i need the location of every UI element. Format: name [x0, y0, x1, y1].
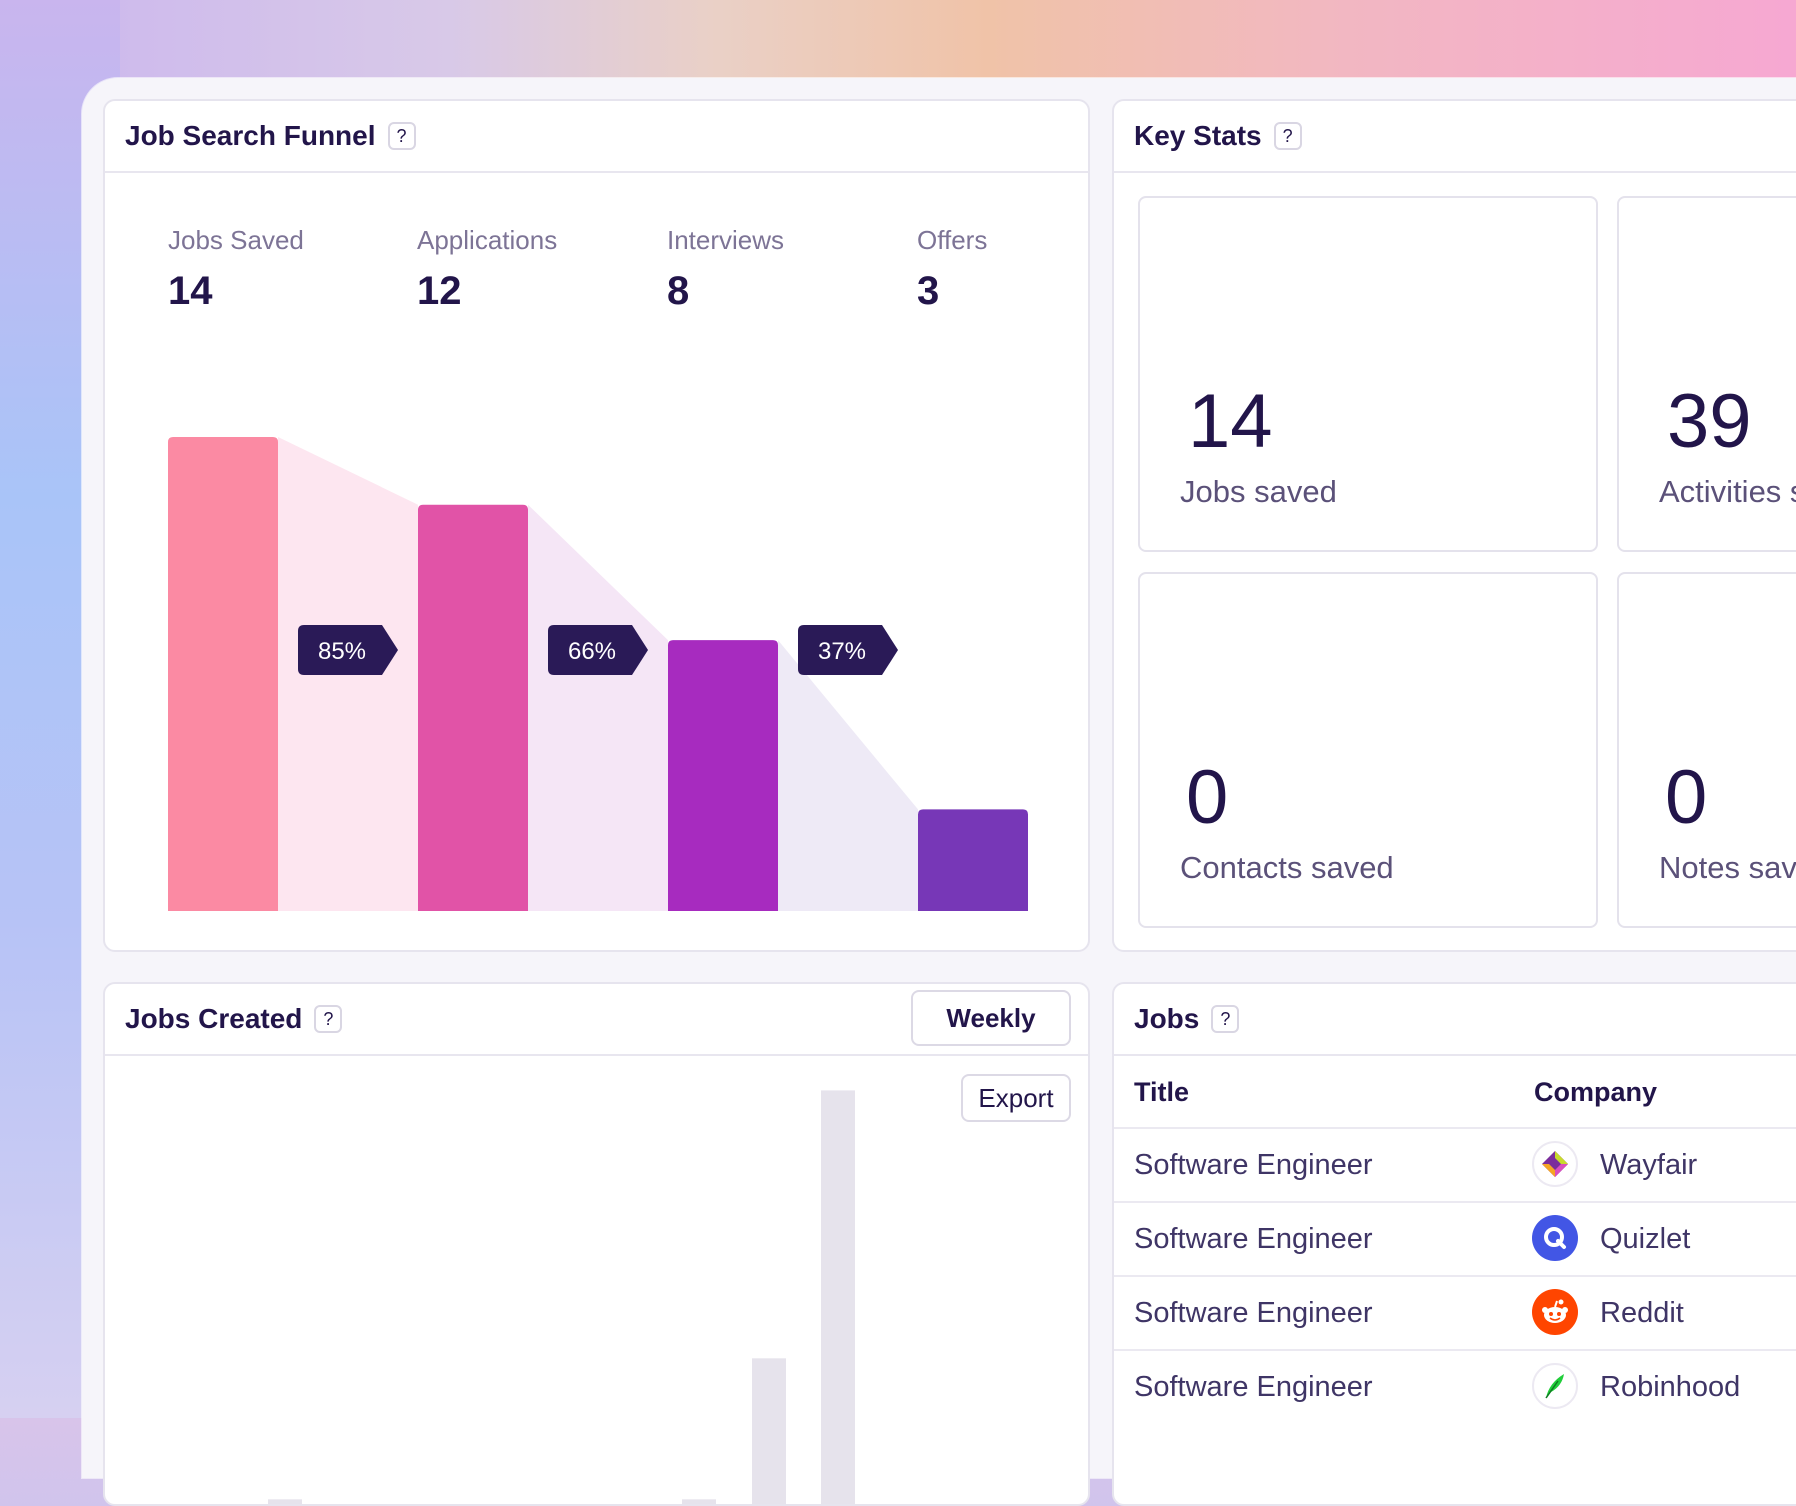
table-divider	[1114, 1201, 1796, 1203]
column-header-company[interactable]: Company	[1534, 1077, 1658, 1107]
jobs-created-title: Jobs Created	[125, 1003, 303, 1034]
table-row[interactable]: Software Engineer Quizlet	[1114, 1203, 1796, 1275]
conversion-badge-shape	[298, 625, 398, 675]
table-divider	[1114, 1127, 1796, 1129]
stage-value-interviews: 8	[667, 269, 690, 313]
jobs-title: Jobs	[1134, 1003, 1200, 1034]
key-stats-card: Key Stats ? 14 Jobs saved 39 Activities …	[1112, 99, 1796, 952]
conversion-badge: 37%	[798, 625, 898, 675]
stage-label-interviews: Interviews	[667, 225, 785, 255]
stat-value: 0	[1186, 755, 1229, 840]
funnel-bar-offers[interactable]	[918, 809, 1028, 911]
table-row[interactable]: Software Engineer Wayfair	[1114, 1129, 1796, 1201]
job-title-cell: Software Engineer	[1134, 1371, 1373, 1403]
reddit-logo-icon	[1532, 1289, 1578, 1335]
conversion-rate-label: 66%	[568, 638, 616, 665]
jobs-created-bar[interactable]	[752, 1358, 786, 1504]
table-row[interactable]: Software Engineer Reddit	[1114, 1277, 1796, 1349]
conversion-rate-label: 37%	[818, 638, 866, 665]
funnel-header: Job Search Funnel ?	[105, 101, 1088, 173]
funnel-title: Job Search Funnel	[125, 120, 376, 151]
jobs-created-bar[interactable]	[268, 1499, 302, 1504]
stage-label-applications: Applications	[417, 225, 558, 255]
robinhood-logo-icon	[1532, 1363, 1578, 1409]
stage-value-jobs-saved: 14	[168, 269, 213, 313]
period-select-button[interactable]: Weekly	[911, 990, 1071, 1046]
conversion-badge-shape	[798, 625, 898, 675]
funnel-bar-applications[interactable]	[418, 504, 528, 911]
job-title-cell: Software Engineer	[1134, 1223, 1373, 1255]
column-header-title[interactable]: Title	[1134, 1077, 1190, 1107]
stat-label: Jobs saved	[1180, 474, 1337, 509]
wayfair-logo-icon	[1532, 1141, 1578, 1187]
jobs-created-bar[interactable]	[821, 1090, 855, 1504]
stage-label-offers: Offers	[917, 225, 988, 255]
stat-jobs-saved: 14 Jobs saved	[1138, 196, 1598, 552]
job-title-cell: Software Engineer	[1134, 1149, 1373, 1181]
funnel-bar-jobs-saved[interactable]	[168, 437, 278, 911]
funnel-bar-interviews[interactable]	[668, 640, 778, 911]
key-stats-help-icon[interactable]: ?	[1273, 122, 1302, 150]
jobs-help-icon[interactable]: ?	[1211, 1005, 1240, 1033]
stat-activities: 39 Activities s	[1617, 196, 1796, 552]
stat-value: 0	[1665, 755, 1708, 840]
funnel-help-icon[interactable]: ?	[387, 122, 416, 150]
export-button[interactable]: Export	[961, 1074, 1071, 1122]
jobs-created-bar[interactable]	[682, 1499, 716, 1504]
job-title-cell: Software Engineer	[1134, 1297, 1373, 1329]
company-cell: Reddit	[1600, 1297, 1684, 1329]
funnel-transition-area	[778, 640, 918, 911]
jobs-created-chart	[268, 1090, 855, 1504]
key-stats-title: Key Stats	[1134, 120, 1262, 151]
company-cell: Robinhood	[1600, 1371, 1741, 1403]
stat-label: Notes save	[1659, 850, 1796, 885]
stat-value: 39	[1667, 379, 1752, 464]
table-divider	[1114, 1275, 1796, 1277]
key-stats-header: Key Stats ?	[1114, 101, 1796, 173]
job-search-funnel-card: Job Search Funnel ? Jobs Saved 14 Applic…	[103, 99, 1090, 952]
funnel-chart: 85% 66% 37%	[168, 437, 1028, 911]
stat-label: Activities s	[1659, 474, 1796, 509]
table-row[interactable]: Software Engineer Robinhood	[1114, 1351, 1796, 1423]
quizlet-logo-icon	[1532, 1215, 1578, 1261]
conversion-badge: 85%	[298, 625, 398, 675]
company-cell: Quizlet	[1600, 1223, 1691, 1255]
stat-value: 14	[1188, 379, 1273, 464]
stat-contacts-saved: 0 Contacts saved	[1138, 572, 1598, 928]
stage-value-applications: 12	[417, 269, 462, 313]
jobs-created-card: Jobs Created ? Weekly Export	[103, 982, 1090, 1506]
dashboard-panel: Job Search Funnel ? Jobs Saved 14 Applic…	[82, 78, 1796, 1506]
conversion-rate-label: 85%	[318, 638, 366, 665]
stage-label-jobs-saved: Jobs Saved	[168, 225, 304, 255]
jobs-created-header: Jobs Created ?	[105, 984, 1088, 1056]
stage-value-offers: 3	[917, 269, 940, 313]
company-cell: Wayfair	[1600, 1149, 1698, 1181]
conversion-badge-shape	[548, 625, 648, 675]
jobs-created-help-icon[interactable]: ?	[314, 1005, 343, 1033]
funnel-transition-area	[528, 504, 668, 911]
conversion-badge: 66%	[548, 625, 648, 675]
table-divider	[1114, 1349, 1796, 1351]
jobs-header: Jobs ?	[1114, 984, 1796, 1056]
stat-label: Contacts saved	[1180, 850, 1394, 885]
stat-notes-saved: 0 Notes save	[1617, 572, 1796, 928]
jobs-table-card: Jobs ? Title Company Software Engineer W…	[1112, 982, 1796, 1506]
